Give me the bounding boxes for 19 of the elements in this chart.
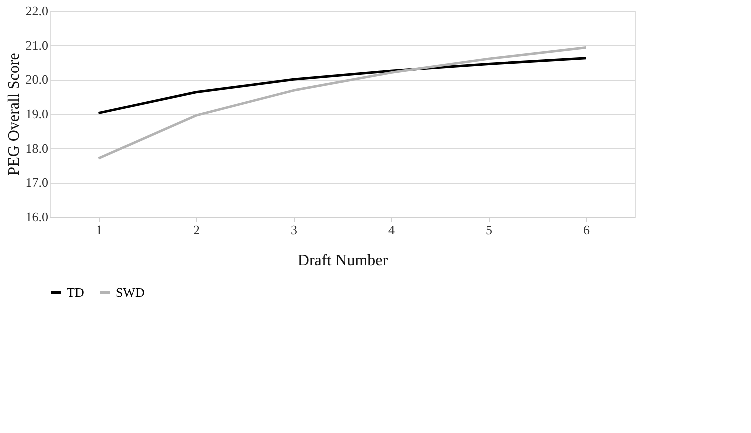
x-tick-label: 1 [96, 222, 102, 238]
x-axis-title: Draft Number [298, 252, 389, 270]
line-series [98, 57, 588, 115]
y-tick-label: 20.0 [26, 72, 48, 88]
line-series [98, 46, 588, 160]
x-tick-label: 4 [388, 222, 396, 238]
y-tick-label: 19.0 [26, 106, 48, 122]
y-tick-label: 17.0 [26, 175, 48, 190]
y-tick-label: 21.0 [26, 38, 48, 53]
x-tick-label: 5 [486, 222, 492, 238]
x-tick-label: 3 [291, 222, 298, 238]
legend-label: TD [67, 284, 84, 300]
y-tick-label: 16.0 [26, 210, 48, 224]
y-tick-label: 22.0 [26, 4, 48, 18]
y-tick-label: 18.0 [26, 140, 48, 156]
x-tick-label: 6 [584, 222, 590, 238]
legend-label: SWD [116, 284, 145, 300]
y-axis-title: PEG Overall Score [6, 53, 23, 176]
x-tick-label: 2 [194, 222, 200, 238]
